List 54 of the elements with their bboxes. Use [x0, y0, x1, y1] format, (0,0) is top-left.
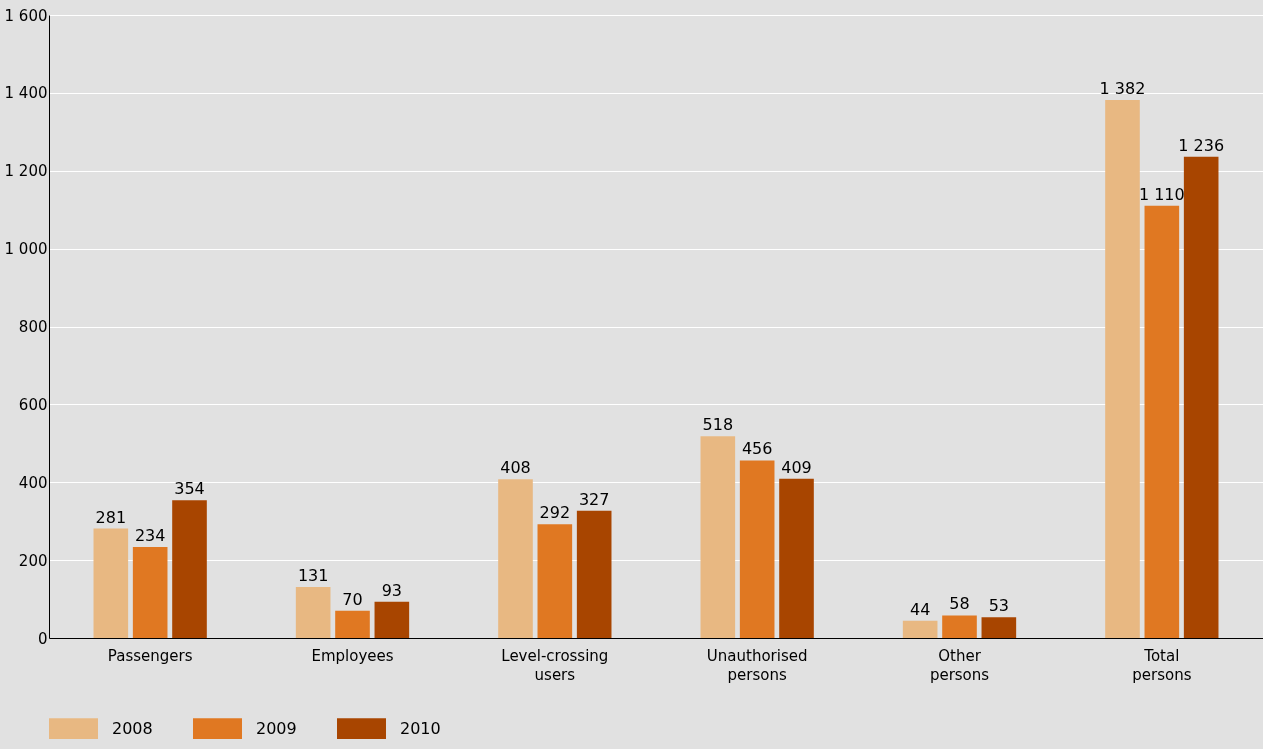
bar — [374, 601, 410, 638]
data-label: 409 — [781, 457, 812, 477]
y-tick-label: 600 — [18, 395, 48, 414]
bar — [498, 479, 533, 638]
data-label: 518 — [702, 415, 734, 435]
data-label: 58 — [949, 594, 970, 614]
y-tick-label: 400 — [18, 473, 48, 492]
x-tick-label: Unauthorised persons — [706, 646, 808, 684]
data-label: 131 — [297, 565, 329, 585]
data-label: 70 — [342, 589, 363, 609]
bar — [779, 478, 814, 638]
bar — [1144, 205, 1180, 638]
y-tick-label: 200 — [18, 551, 48, 570]
bar — [739, 460, 775, 638]
data-label: 44 — [909, 599, 931, 619]
data-label: 408 — [500, 458, 531, 478]
data-label: 456 — [741, 439, 773, 459]
legend-label: 2010 — [400, 718, 441, 738]
x-tick-label: Level-crossing users — [501, 646, 609, 684]
data-label: 234 — [134, 525, 166, 545]
bar — [132, 546, 168, 638]
data-label: 93 — [381, 580, 403, 600]
data-label: 327 — [578, 489, 610, 509]
data-label: 292 — [539, 503, 571, 523]
bar — [700, 436, 736, 638]
data-label: 1 236 — [1178, 135, 1225, 155]
bar — [902, 620, 938, 638]
bar — [1183, 156, 1219, 638]
legend-label: 2008 — [112, 718, 153, 738]
data-label: 354 — [174, 479, 205, 499]
bar — [93, 528, 129, 638]
data-label: 53 — [988, 596, 1010, 616]
data-label: 1 382 — [1099, 78, 1146, 98]
bar — [1105, 99, 1140, 638]
legend-label: 2009 — [256, 718, 297, 738]
bar — [981, 617, 1017, 638]
y-tick-label: 1 600 — [4, 6, 48, 25]
y-tick-label: 0 — [37, 629, 48, 648]
x-tick-label: Passengers — [107, 646, 193, 665]
bar — [335, 610, 370, 638]
y-tick-label: 800 — [18, 318, 48, 336]
y-tick-label: 1 000 — [4, 240, 48, 259]
data-label: 281 — [95, 507, 127, 527]
x-tick-label: Employees — [311, 646, 394, 665]
bar — [576, 510, 612, 638]
bar — [172, 500, 207, 638]
x-tick-label: Other persons — [929, 646, 990, 684]
bar — [295, 586, 331, 638]
y-tick-label: 1 400 — [4, 84, 48, 103]
data-label: 1 110 — [1138, 184, 1185, 204]
bar — [942, 615, 977, 638]
bar — [537, 524, 573, 638]
y-tick-label: 1 200 — [4, 162, 48, 181]
x-tick-label: Total persons — [1132, 646, 1192, 684]
